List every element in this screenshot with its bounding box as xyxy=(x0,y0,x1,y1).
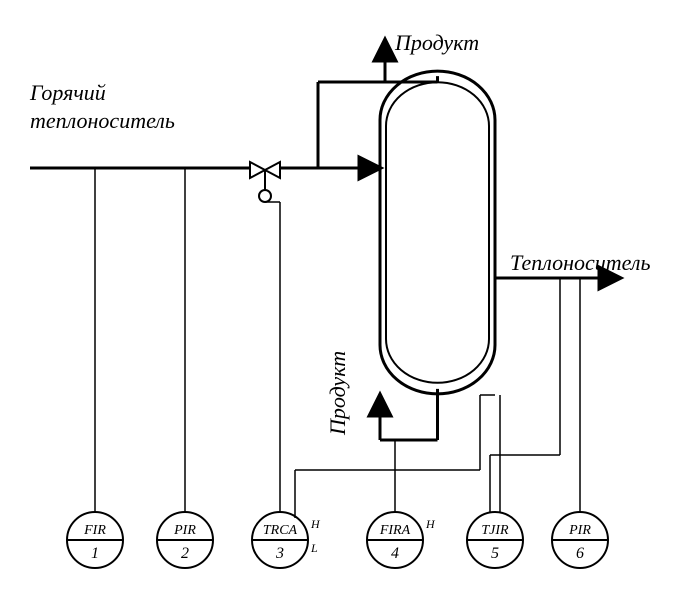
svg-text:3: 3 xyxy=(275,545,284,562)
instrument-TRCA-3: TRCA 3 xyxy=(252,512,308,568)
svg-text:H: H xyxy=(310,517,321,531)
instrument-PIR-6: PIR 6 xyxy=(552,512,608,568)
valve-right xyxy=(265,162,280,178)
instrument-FIRA-4: FIRA 4 xyxy=(367,512,423,568)
svg-text:Продукт: Продукт xyxy=(325,351,350,436)
svg-text:Теплоноситель: Теплоноситель xyxy=(510,250,650,275)
instrument-TJIR-5: TJIR 5 xyxy=(467,512,523,568)
svg-text:2: 2 xyxy=(181,545,189,562)
svg-text:Горячий: Горячий xyxy=(29,80,106,105)
valve-actuator xyxy=(259,190,271,202)
svg-text:Продукт: Продукт xyxy=(394,30,479,55)
svg-text:теплоноситель: теплоноситель xyxy=(30,108,175,133)
valve-left xyxy=(250,162,265,178)
svg-text:FIR: FIR xyxy=(83,523,106,538)
svg-text:FIRA: FIRA xyxy=(379,523,411,538)
svg-text:4: 4 xyxy=(391,545,399,562)
svg-text:5: 5 xyxy=(491,545,499,562)
svg-text:6: 6 xyxy=(576,545,584,562)
svg-text:H: H xyxy=(425,517,436,531)
vessel-bottom-dome xyxy=(380,345,495,394)
svg-text:L: L xyxy=(310,541,318,555)
svg-text:1: 1 xyxy=(91,545,99,562)
svg-text:PIR: PIR xyxy=(173,523,196,538)
instrument-FIR-1: FIR 1 xyxy=(67,512,123,568)
svg-text:PIR: PIR xyxy=(568,523,591,538)
svg-text:TRCA: TRCA xyxy=(263,523,298,538)
svg-text:TJIR: TJIR xyxy=(481,523,509,538)
instrument-PIR-2: PIR 2 xyxy=(157,512,213,568)
